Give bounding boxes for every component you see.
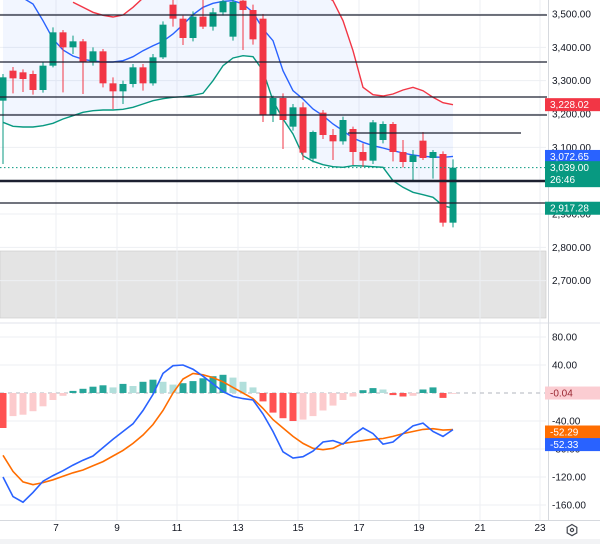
- macd-value-badge: -0.04: [545, 386, 600, 400]
- svg-text:3,228.02: 3,228.02: [550, 100, 589, 111]
- middle-band-line: [24, 0, 454, 159]
- price-pane[interactable]: [0, 0, 457, 228]
- price-axis[interactable]: 3,500.00 3,400.00 3,300.00 3,200.00 3,100.00…: [545, 10, 600, 512]
- svg-text:2,700.00: 2,700.00: [552, 276, 591, 287]
- indicator-value-badge: 3,072.65: [545, 149, 600, 163]
- svg-text:-0.04: -0.04: [550, 389, 573, 400]
- macd-value-badge: -52.29: [545, 425, 600, 439]
- macd-pane[interactable]: [0, 364, 546, 504]
- svg-text:40.00: 40.00: [552, 361, 577, 372]
- svg-text:2,917.28: 2,917.28: [550, 204, 589, 215]
- svg-text:21: 21: [474, 523, 486, 534]
- horizontal-line-drawings[interactable]: [0, 14, 547, 204]
- histogram-layer: [0, 374, 457, 428]
- svg-text:3,100.00: 3,100.00: [552, 143, 591, 154]
- svg-text:19: 19: [413, 523, 425, 534]
- gray-zone-drawing: [0, 250, 547, 319]
- indicator-value-badge: 3,228.02: [545, 98, 600, 112]
- svg-text:15: 15: [292, 523, 304, 534]
- svg-text:13: 13: [232, 523, 244, 534]
- indicator-value-badge: 2,917.28: [545, 201, 600, 215]
- svg-text:7: 7: [53, 523, 59, 534]
- svg-text:23: 23: [534, 523, 546, 534]
- svg-text:-40.00: -40.00: [552, 417, 581, 428]
- pane-settings-icon[interactable]: [566, 523, 578, 537]
- svg-text:3,300.00: 3,300.00: [552, 76, 591, 87]
- bottom-strip: [0, 539, 600, 544]
- svg-text:9: 9: [114, 523, 120, 534]
- bar-countdown: 26:46: [550, 175, 575, 186]
- upper-band-line: [72, 0, 454, 106]
- svg-text:3,400.00: 3,400.00: [552, 43, 591, 54]
- svg-text:11: 11: [172, 523, 183, 534]
- svg-text:-52.29: -52.29: [550, 428, 579, 439]
- time-axis[interactable]: 7 9 11 13 15 17 19 21 23: [53, 523, 546, 534]
- svg-text:-160.00: -160.00: [552, 501, 586, 512]
- svg-text:2,800.00: 2,800.00: [552, 243, 591, 254]
- svg-text:-52.33: -52.33: [550, 440, 579, 451]
- svg-text:17: 17: [353, 523, 365, 534]
- macd-line: [2, 364, 454, 504]
- svg-text:3,200.00: 3,200.00: [552, 110, 591, 121]
- macd-value-badge: -52.33: [545, 438, 600, 452]
- svg-text:3,072.65: 3,072.65: [550, 152, 589, 163]
- svg-text:2,900.00: 2,900.00: [552, 210, 591, 221]
- svg-text:3,500.00: 3,500.00: [552, 10, 591, 21]
- svg-text:3,039.00: 3,039.00: [550, 163, 589, 174]
- svg-text:-120.00: -120.00: [552, 473, 586, 484]
- svg-text:80.00: 80.00: [552, 333, 577, 344]
